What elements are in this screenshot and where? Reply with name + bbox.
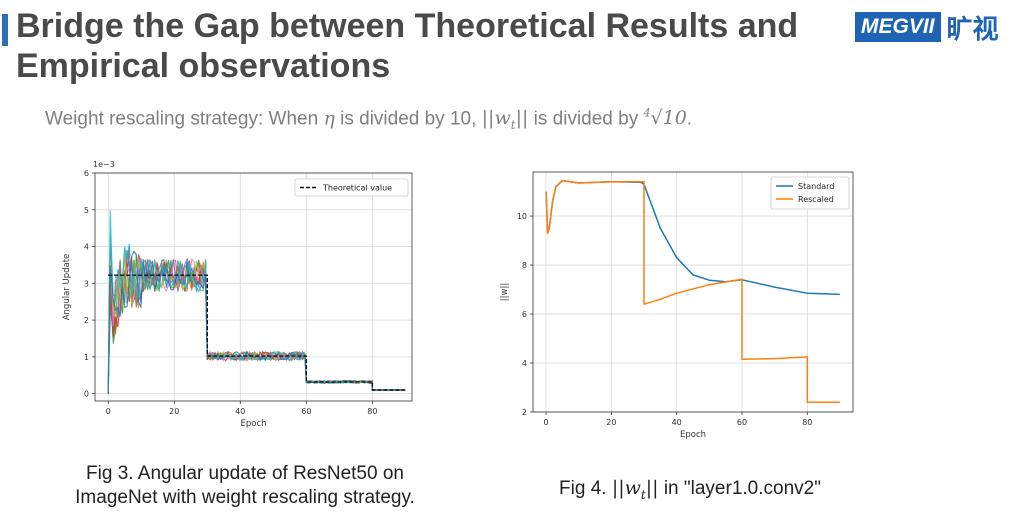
subtitle-norm-sub: t [510, 118, 516, 133]
x-tick-label: 20 [169, 407, 179, 416]
y-tick-label: 6 [84, 169, 89, 178]
subtitle: Weight rescaling strategy: When η is div… [45, 107, 692, 132]
x-axis-label: Epoch [680, 430, 706, 440]
angular-update-chart: 0 20 40 60 80 0 1 2 3 4 5 6 Epoch Angular Update 1e−3 T… [62, 160, 413, 429]
subtitle-text-pre: Weight rescaling strategy: When [45, 108, 319, 130]
caption-fig3: Fig 3. Angular update of ResNet50 on Ima… [45, 462, 445, 510]
legend-box [294, 178, 409, 197]
caption-fig4-post: in "layer1.0.conv2" [663, 478, 821, 499]
caption-fig4-norm-close: || [645, 477, 659, 499]
logo-text: MEGVII [855, 12, 941, 42]
subtitle-eta: η [323, 107, 335, 130]
subtitle-end: . [686, 108, 693, 130]
layer-angular-update-line [107, 255, 405, 394]
y-axis-label: ||w|| [500, 283, 510, 301]
title-accent-bar [2, 14, 8, 46]
y-tick-label: 4 [84, 243, 89, 252]
caption-fig4-norm: ||wt|| [611, 477, 659, 502]
x-tick-label: 40 [672, 418, 682, 427]
y-tick-label: 0 [84, 390, 89, 399]
subtitle-norm: ||wt|| [481, 107, 529, 133]
subtitle-text-post: is divided by [533, 108, 639, 130]
x-tick-label: 60 [301, 407, 311, 416]
x-tick-label: 20 [606, 418, 616, 427]
legend-label-rescaled: Rescaled [798, 195, 834, 204]
y-tick-label: 2 [84, 316, 89, 325]
legend-label-theoretical: Theoretical value [322, 184, 392, 193]
x-tick-label: 60 [737, 418, 747, 427]
x-tick-label: 0 [544, 418, 549, 427]
layer-angular-update-line [107, 209, 405, 394]
x-tick-label: 40 [235, 407, 245, 416]
logo-chinese-text: 旷视 [946, 13, 999, 44]
y-tick-label: 5 [84, 206, 89, 215]
megvii-logo: MEGVII 旷视 [855, 10, 999, 44]
title-line-1: Bridge the Gap between Theoretical Resul… [16, 7, 799, 45]
y-tick-label: 3 [84, 279, 89, 288]
y-tick-label: 10 [517, 212, 527, 221]
caption-fig4: Fig 4. ||wt|| in "layer1.0.conv2" [500, 476, 880, 507]
y-tick-label: 6 [522, 310, 527, 319]
subtitle-root-index: 4 [643, 107, 651, 120]
slide-title: Bridge the Gap between Theoretical Resul… [16, 6, 846, 86]
plot-frame [94, 172, 413, 402]
layer-angular-update-line [107, 235, 405, 394]
x-tick-label: 0 [106, 407, 111, 416]
caption-fig3-line2: ImageNet with weight rescaling strategy. [75, 487, 415, 508]
plot-frame [532, 171, 854, 413]
subtitle-norm-open: ||w [481, 107, 511, 130]
y-tick-label: 4 [522, 359, 527, 368]
caption-fig4-norm-sub: t [640, 487, 646, 502]
subtitle-root-value: √10 [650, 107, 687, 130]
legend-label-standard: Standard [798, 182, 834, 191]
y-tick-label: 8 [522, 261, 527, 270]
subtitle-text-mid: is divided by 10, [340, 108, 477, 130]
y-scale-label: 1e−3 [93, 160, 115, 169]
x-axis-label: Epoch [240, 419, 266, 429]
title-line-2: Empirical observations [16, 47, 391, 85]
theoretical-value-line [108, 274, 406, 391]
caption-fig3-line1: Fig 3. Angular update of ResNet50 on [86, 463, 404, 484]
y-tick-label: 1 [84, 353, 89, 362]
y-axis-label: Angular Update [62, 254, 72, 321]
weight-norm-chart: 0 20 40 60 80 2 4 6 8 10 Epoch ||w|| Standard Rescale… [500, 171, 854, 440]
subtitle-norm-close: || [515, 107, 529, 130]
series-line-rescaled [545, 179, 840, 403]
x-tick-label: 80 [367, 407, 377, 416]
caption-fig4-pre: Fig 4. [559, 478, 607, 499]
caption-fig4-norm-open: ||w [611, 477, 641, 499]
subtitle-root: 4√10 [644, 107, 687, 129]
x-tick-label: 80 [802, 418, 812, 427]
legend-box [770, 176, 850, 210]
y-tick-label: 2 [522, 408, 527, 417]
